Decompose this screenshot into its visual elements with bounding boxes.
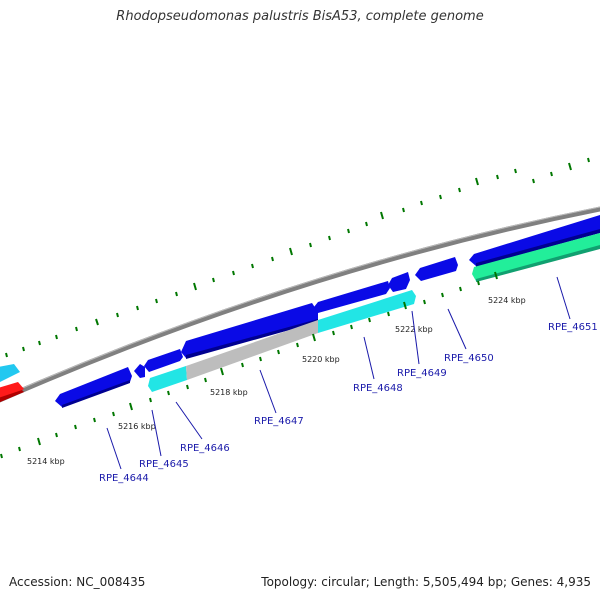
gene-label-leaders (106, 276, 571, 470)
gene-label-rpe-4645: RPE_4645 (139, 459, 189, 470)
gene-labels: RPE_4644 RPE_4645 RPE_4646 RPE_4647 RPE_… (99, 322, 598, 484)
gene-rpe-4644-shade (62, 380, 130, 408)
accession-value: NC_008435 (76, 575, 146, 589)
gene-label-rpe-4651: RPE_4651 (548, 322, 598, 333)
gene-rpe-4644-arrow (55, 367, 132, 407)
length-value: 5,505,494 bp (422, 575, 503, 589)
scale-label-5214: 5214 kbp (27, 457, 65, 466)
length-label: Length: (373, 575, 420, 589)
scale-label-5220: 5220 kbp (302, 355, 340, 364)
gene-label-rpe-4646: RPE_4646 (180, 443, 230, 454)
genes-label: Genes: (510, 575, 553, 589)
scale-label-5218: 5218 kbp (210, 388, 248, 397)
gene-rpe-4651-rna-shade (476, 245, 600, 282)
accession-info: Accession: NC_008435 (9, 575, 145, 589)
gene-rpe-4648-reverse (318, 290, 416, 333)
feature-left-cyan (0, 364, 20, 382)
topology-label: Topology: (261, 575, 318, 589)
topology-value: circular (321, 575, 366, 589)
genome-backbone (0, 206, 600, 403)
scale-label-5224: 5224 kbp (488, 296, 526, 305)
forward-genes (55, 215, 600, 408)
gene-rpe-4650-arrow (415, 257, 458, 281)
gene-rpe-4651-shade (476, 229, 600, 267)
gene-label-rpe-4648: RPE_4648 (353, 383, 403, 394)
gene-label-rpe-4647: RPE_4647 (254, 416, 304, 427)
gene-rpe-4647-pseudo (186, 320, 318, 380)
map-title: Rhodopseudomonas palustris BisA53, compl… (116, 9, 484, 24)
outer-tick-marks (5, 157, 590, 358)
gene-label-rpe-4650: RPE_4650 (444, 353, 494, 364)
gene-rpe-4647-forward-arrow (181, 303, 318, 358)
genome-backbone-highlight (0, 206, 600, 399)
feature-left-red-shade (0, 390, 24, 403)
scale-labels: 5214 kbp 5216 kbp 5218 kbp 5220 kbp 5222… (27, 296, 526, 466)
inner-tick-marks (0, 271, 498, 459)
gene-rpe-4647-shade (186, 319, 318, 359)
genes-value: 4,935 (556, 575, 591, 589)
gene-rpe-4646-forward-arrow (144, 349, 183, 372)
gene-label-rpe-4649: RPE_4649 (397, 368, 447, 379)
genome-summary: Topology: circular; Length: 5,505,494 bp… (261, 575, 591, 589)
gene-rpe-4645-arrow (134, 364, 145, 378)
reverse-genes (148, 233, 600, 392)
gene-rpe-4651-rna (472, 233, 600, 281)
gene-label-rpe-4644: RPE_4644 (99, 473, 149, 484)
scale-label-5216: 5216 kbp (118, 422, 156, 431)
accession-label: Accession: (9, 575, 73, 589)
gene-rpe-4649-arrow (388, 272, 410, 292)
gene-rpe-4648-forward-arrow (314, 281, 390, 313)
gene-rpe-4646-reverse (148, 366, 187, 392)
scale-label-5222: 5222 kbp (395, 325, 433, 334)
gene-rpe-4651-forward-arrow (469, 215, 600, 266)
